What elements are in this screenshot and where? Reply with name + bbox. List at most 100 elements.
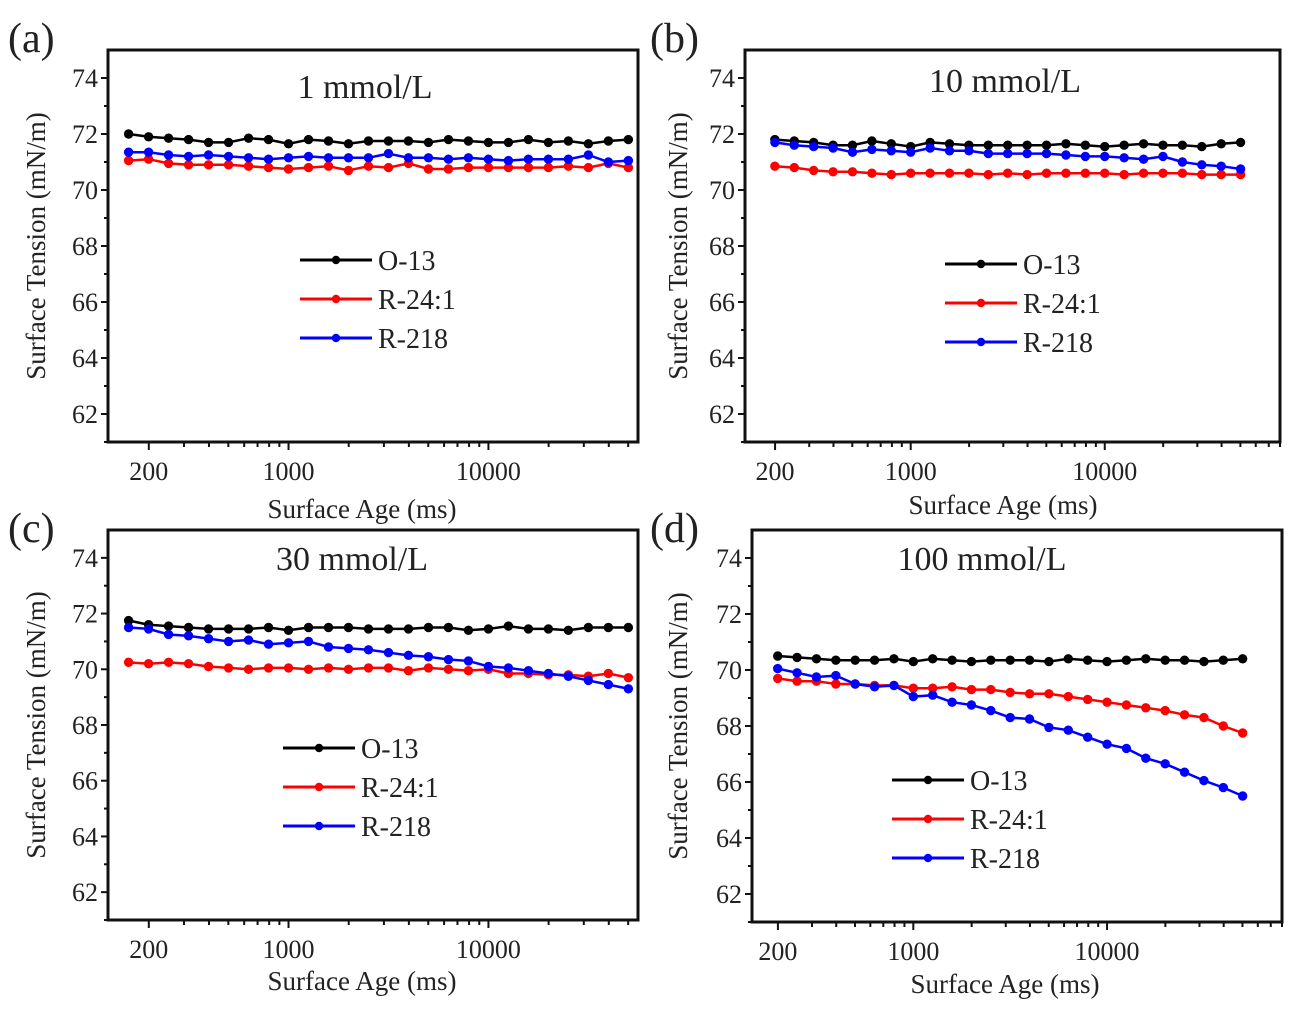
- data-point: [1216, 139, 1226, 149]
- data-point: [483, 154, 494, 164]
- data-point: [1177, 168, 1188, 178]
- data-point: [966, 684, 977, 695]
- data-point: [1121, 655, 1132, 665]
- data-point: [483, 624, 494, 634]
- data-point: [966, 700, 977, 710]
- data-point: [203, 633, 214, 644]
- data-point: [925, 143, 935, 153]
- data-point: [383, 624, 394, 634]
- data-point: [203, 150, 214, 160]
- data-point: [1218, 655, 1228, 665]
- data-point: [1024, 714, 1035, 724]
- data-point: [203, 160, 214, 170]
- data-point: [163, 621, 174, 631]
- data-point: [123, 155, 134, 166]
- data-point: [908, 691, 919, 702]
- data-point: [543, 154, 554, 164]
- data-point: [1044, 689, 1054, 699]
- data-point: [283, 625, 294, 635]
- data-point: [986, 684, 996, 695]
- data-point: [123, 147, 134, 157]
- y-tick-label: 66: [716, 768, 742, 797]
- data-point: [828, 167, 838, 177]
- data-point: [243, 133, 254, 143]
- legend-marker: [331, 333, 341, 343]
- data-point: [964, 146, 974, 156]
- data-point: [1022, 140, 1032, 150]
- data-point: [303, 151, 314, 162]
- data-point: [603, 622, 614, 633]
- plot-frame: [106, 48, 640, 444]
- data-point: [383, 647, 394, 658]
- data-point: [563, 625, 574, 635]
- data-point: [889, 654, 899, 664]
- data-point: [303, 664, 314, 674]
- data-point: [905, 147, 916, 157]
- data-point: [847, 147, 858, 157]
- x-tick-label: 10000: [1072, 457, 1137, 486]
- legend-marker: [976, 259, 986, 269]
- data-point: [583, 162, 594, 173]
- data-point: [1158, 140, 1168, 150]
- data-point: [503, 137, 514, 148]
- data-point: [183, 659, 194, 669]
- legend-marker: [331, 255, 341, 265]
- x-tick-label: 10000: [456, 457, 521, 486]
- data-point: [1216, 169, 1226, 180]
- data-point: [163, 629, 174, 640]
- x-tick-label: 200: [129, 457, 168, 486]
- data-point: [869, 682, 880, 692]
- x-axis-label: Surface Age (ms): [909, 490, 1098, 520]
- data-point: [867, 168, 877, 178]
- data-point: [773, 663, 783, 674]
- data-point: [811, 672, 822, 682]
- data-point: [183, 151, 194, 162]
- data-point: [623, 155, 634, 166]
- data-point: [463, 625, 474, 635]
- data-point: [563, 136, 574, 146]
- data-point: [503, 663, 514, 673]
- data-point: [603, 136, 614, 146]
- data-point: [603, 157, 614, 167]
- data-point: [1061, 168, 1071, 178]
- data-point: [303, 134, 314, 145]
- data-point: [1100, 141, 1110, 152]
- data-point: [1158, 151, 1168, 162]
- data-point: [363, 153, 374, 163]
- data-point: [1218, 721, 1228, 731]
- data-point: [1141, 753, 1151, 763]
- data-point: [263, 162, 274, 173]
- x-axis-label: Surface Age (ms): [268, 966, 457, 996]
- x-tick-label: 200: [756, 457, 795, 486]
- data-point: [1063, 725, 1073, 735]
- panel-title: 100 mmol/L: [897, 541, 1066, 578]
- data-point: [283, 638, 294, 648]
- data-point: [143, 132, 154, 142]
- data-point: [623, 684, 634, 694]
- data-point: [983, 148, 994, 159]
- data-point: [243, 635, 254, 645]
- y-tick-label: 74: [716, 544, 742, 573]
- data-point: [523, 665, 534, 676]
- data-point: [1022, 148, 1032, 159]
- legend-marker: [976, 337, 986, 347]
- x-tick-label: 10000: [1075, 937, 1140, 966]
- legend-label: R-24:1: [361, 773, 439, 804]
- data-point: [183, 160, 194, 170]
- legend-marker: [923, 853, 933, 863]
- panel-d: 62 64 66 68 70 72 74 200 1000 10000 Surface Age (m…: [650, 506, 1284, 999]
- data-point: [811, 654, 822, 664]
- data-point: [889, 680, 899, 691]
- legend-marker: [923, 775, 933, 785]
- data-point: [1080, 151, 1091, 162]
- data-point: [773, 651, 783, 661]
- data-point: [363, 136, 374, 146]
- data-point: [1003, 168, 1013, 178]
- data-point: [463, 665, 474, 676]
- data-point: [263, 134, 274, 145]
- data-point: [543, 162, 554, 173]
- x-axis-label: Surface Age (ms): [911, 969, 1100, 999]
- y-tick-label: 70: [72, 176, 98, 205]
- panel-title: 1 mmol/L: [297, 69, 432, 106]
- data-point: [503, 621, 514, 631]
